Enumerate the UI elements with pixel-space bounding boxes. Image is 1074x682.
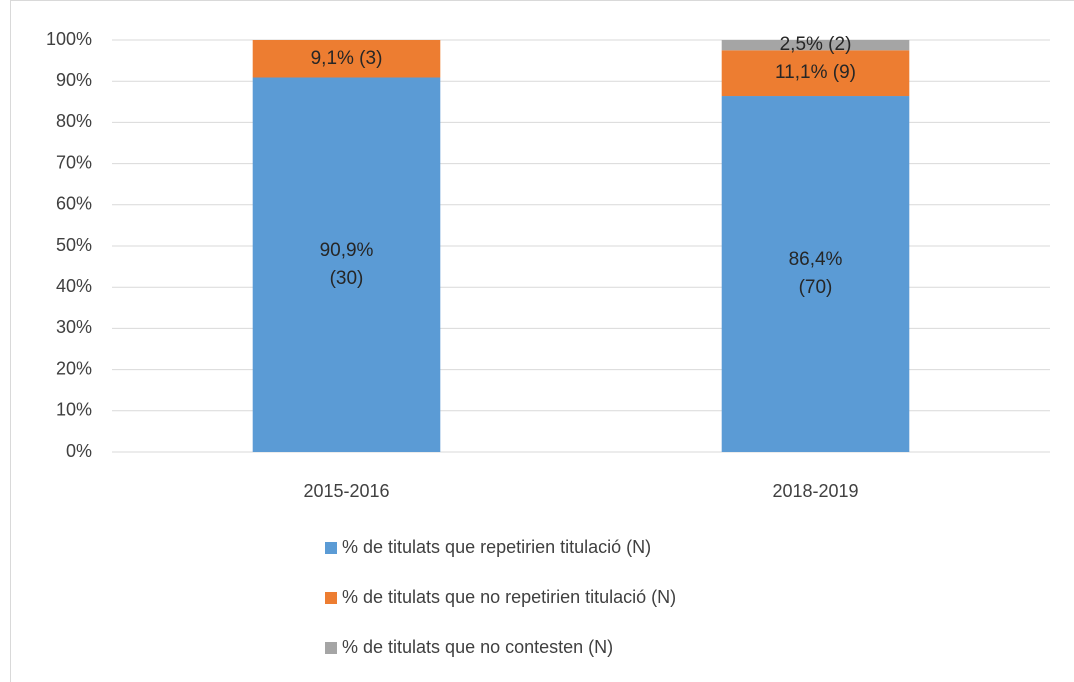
data-label: 2,5% (2) [779, 34, 852, 56]
data-label: 11,1% (9) [775, 62, 856, 84]
bar-segment [721, 40, 910, 51]
y-tick-label: 40% [56, 276, 92, 296]
y-tick-label: 20% [56, 358, 92, 378]
y-tick-label: 80% [56, 111, 92, 131]
legend-swatch [325, 592, 337, 604]
y-tick-label: 90% [56, 70, 92, 90]
y-tick-label: 50% [56, 235, 92, 255]
y-tick-label: 30% [56, 317, 92, 337]
x-tick-label: 2015-2016 [303, 481, 389, 501]
y-tick-label: 60% [56, 194, 92, 214]
legend-label: % de titulats que no repetirien titulaci… [342, 587, 676, 607]
legend-swatch [325, 542, 337, 554]
data-label: 86,4% (70) [788, 249, 843, 299]
x-tick-label: 2018-2019 [772, 481, 858, 501]
legend-label: % de titulats que repetirien titulació (… [342, 537, 651, 557]
chart-border [10, 0, 1074, 682]
y-tick-label: 10% [56, 400, 92, 420]
bar-segment [721, 50, 910, 97]
data-label: 9,1% (3) [310, 47, 383, 69]
bar-segment [252, 40, 441, 78]
y-tick-label: 100% [46, 29, 92, 49]
y-tick-label: 70% [56, 152, 92, 172]
y-tick-label: 0% [66, 441, 92, 461]
data-label: 90,9% (30) [319, 239, 374, 289]
bar-segment [721, 96, 910, 453]
legend-swatch [325, 642, 337, 654]
bar-segment [252, 77, 441, 452]
legend-label: % de titulats que no contesten (N) [342, 637, 613, 657]
